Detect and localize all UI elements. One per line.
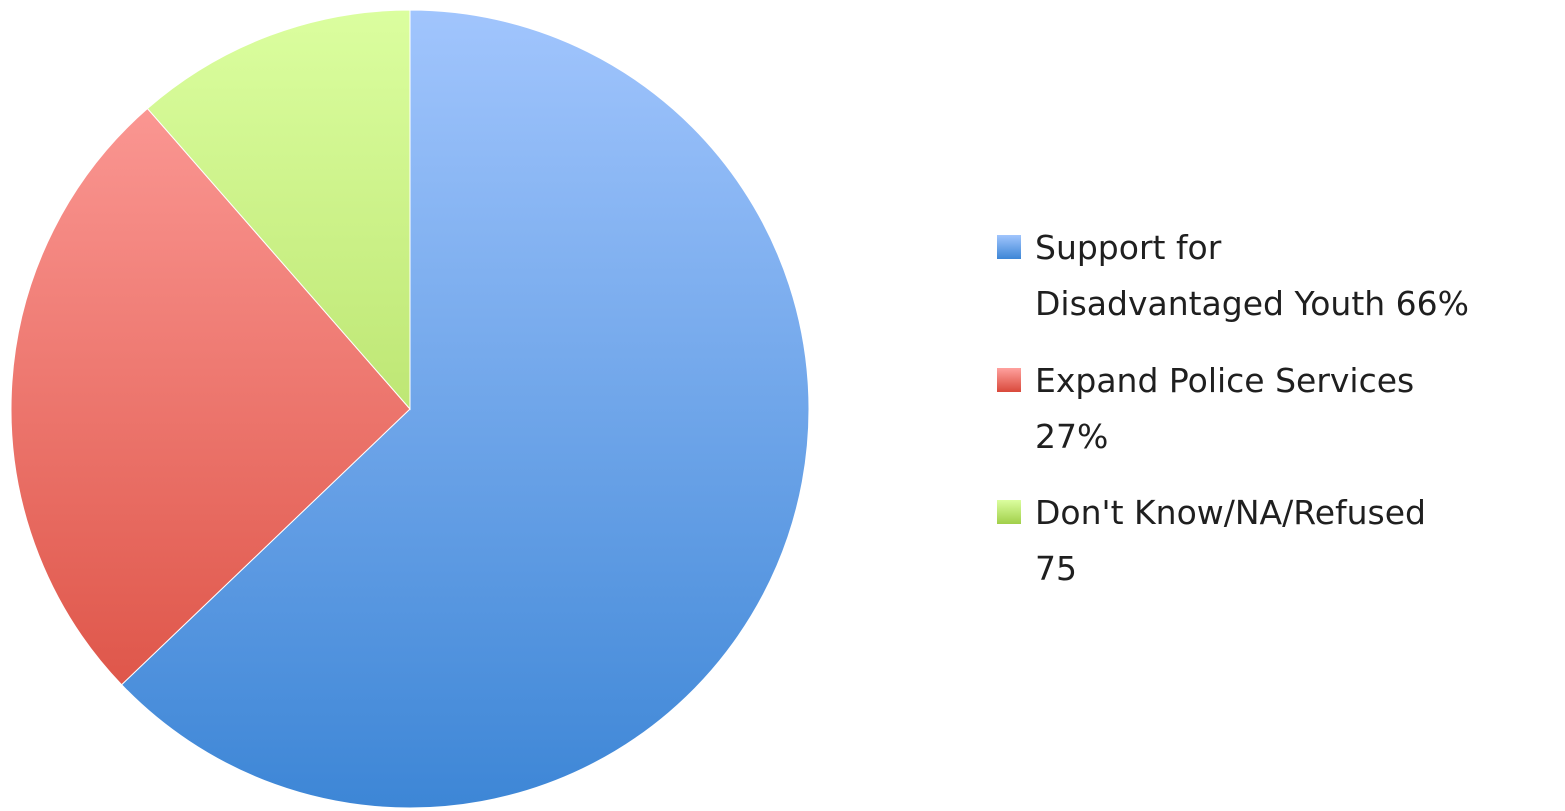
pie-slice-police — [10, 107, 411, 686]
legend-swatch-support — [997, 235, 1021, 259]
legend-swatch-police — [997, 368, 1021, 392]
legend-label-police-line-2: 27% — [1035, 417, 1108, 456]
legend: Support for Disadvantaged Youth 66% Expa… — [997, 228, 1469, 588]
pie-slice-support — [120, 9, 810, 809]
legend-swatch-dont-know — [997, 500, 1021, 524]
legend-label-dont-know-line-2: 75 — [1035, 549, 1077, 588]
pie-slice-dont-know — [146, 9, 411, 411]
legend-label-support-line-2: Disadvantaged Youth 66% — [1035, 284, 1469, 323]
legend-entry-dont-know: Don't Know/NA/Refused 75 — [997, 493, 1426, 588]
pie-slices — [10, 9, 810, 809]
legend-entry-support: Support for Disadvantaged Youth 66% — [997, 228, 1469, 323]
legend-label-support-line-1: Support for — [1035, 228, 1222, 267]
legend-entry-police: Expand Police Services 27% — [997, 361, 1414, 456]
legend-label-dont-know-line-1: Don't Know/NA/Refused — [1035, 493, 1426, 532]
legend-label-police-line-1: Expand Police Services — [1035, 361, 1414, 400]
